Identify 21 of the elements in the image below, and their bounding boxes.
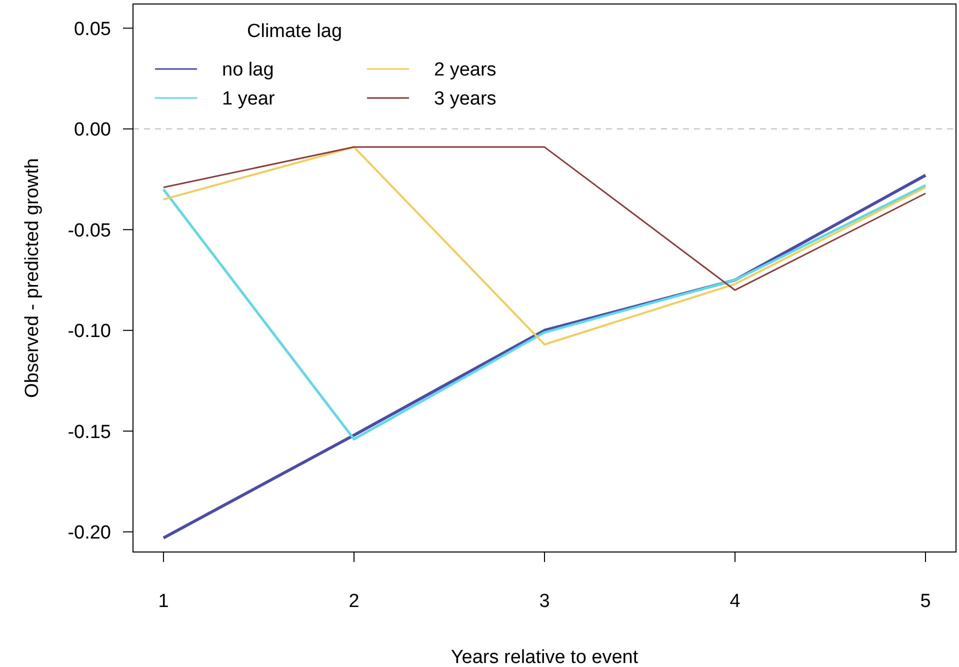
legend-label: no lag [222,60,274,81]
legend-label: 3 years [434,88,496,110]
x-tick-label: 2 [348,591,360,612]
line-series [162,146,926,291]
y-tick-label: -0.15 [68,422,111,443]
x-tick-label: 1 [158,591,169,612]
legend-title: Climate lag [247,21,342,42]
y-tick-label: -0.10 [68,321,111,342]
x-axis-title: Years relative to event [450,647,639,667]
y-tick-label: 0.00 [74,120,111,141]
x-tick-label: 3 [539,591,550,612]
x-tick-label: 4 [730,591,741,612]
line-series [162,146,927,346]
line-series [162,184,927,440]
y-axis-title: Observed - predicted growth [22,158,43,398]
y-tick-label: -0.20 [68,522,111,544]
legend-label: 1 year [222,88,276,110]
x-tick-label: 5 [920,591,931,612]
legend-label: 2 years [434,60,496,81]
y-tick-label: 0.05 [74,18,111,40]
y-tick-label: -0.05 [68,220,111,242]
